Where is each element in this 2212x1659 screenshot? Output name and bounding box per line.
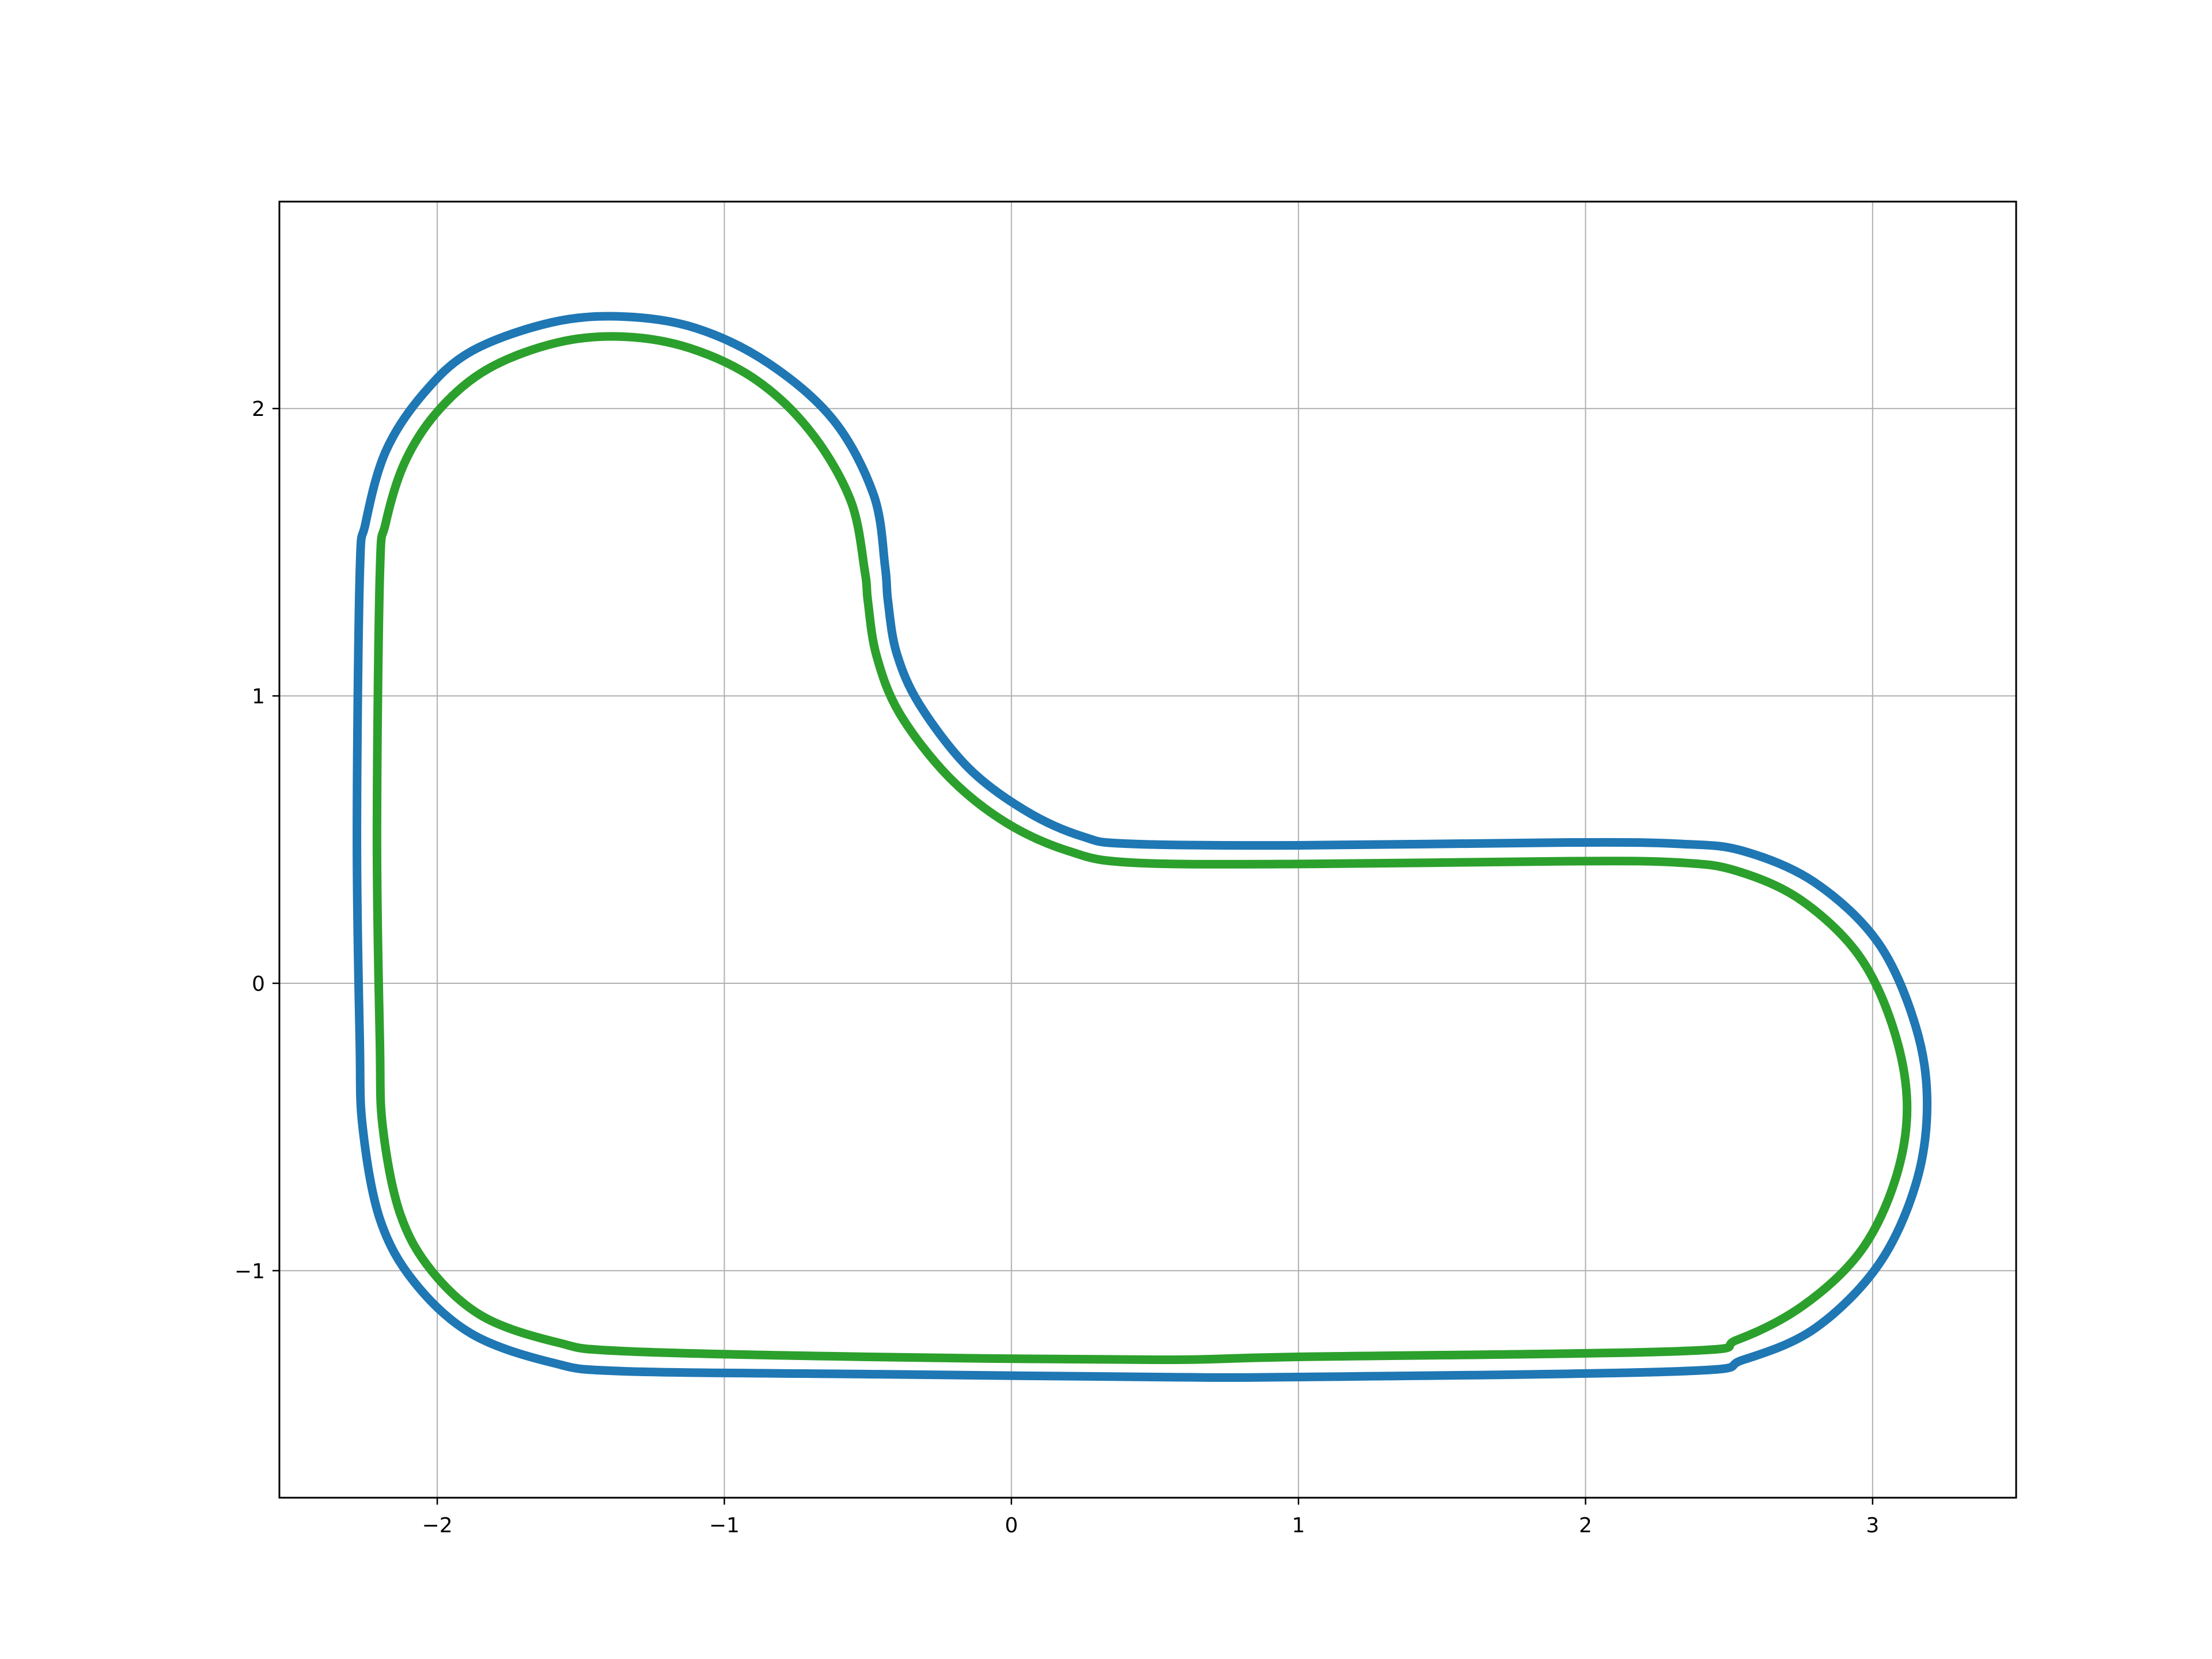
x-tick-label-5: 3 bbox=[1866, 1514, 1879, 1537]
series-lines bbox=[353, 312, 1931, 1382]
axes-frame bbox=[278, 200, 2017, 1499]
y-tick-label-2: 1 bbox=[252, 685, 265, 709]
x-tick-label-3: 1 bbox=[1292, 1514, 1305, 1537]
x-tick-label-4: 2 bbox=[1579, 1514, 1592, 1537]
series-line-1 bbox=[372, 332, 1912, 1364]
x-tick-label-1: −1 bbox=[709, 1514, 740, 1537]
axis-ticks: −2 −1 0 1 2 3 −1 0 1 2 bbox=[234, 397, 1879, 1537]
y-tick-label-3: 2 bbox=[252, 397, 265, 421]
series-line-0 bbox=[353, 312, 1931, 1382]
grid-lines bbox=[279, 202, 2016, 1498]
y-tick-label-0: −1 bbox=[234, 1260, 265, 1283]
x-tick-label-0: −2 bbox=[422, 1514, 453, 1537]
x-tick-label-2: 0 bbox=[1005, 1514, 1018, 1537]
y-tick-label-1: 0 bbox=[252, 972, 265, 996]
